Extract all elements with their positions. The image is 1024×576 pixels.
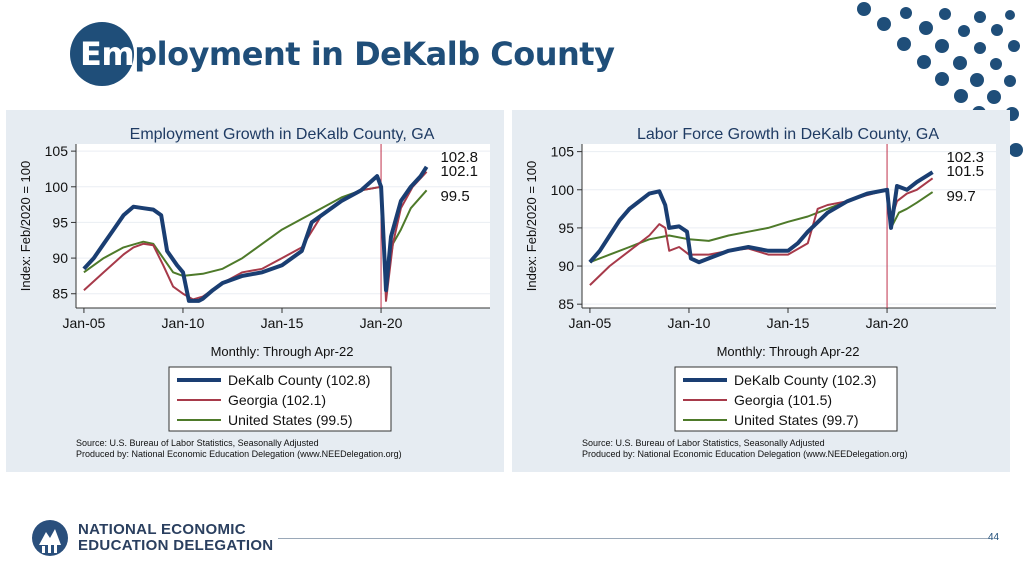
produced-by-note: Produced by: National Economic Education… — [76, 449, 402, 459]
legend: DeKalb County (102.8) Georgia (102.1) Unit… — [168, 366, 392, 432]
employment-chart-panel: 85 90 95 100 105 Jan-05 Jan-10 Jan-15 Jan-20 102.… — [6, 110, 504, 472]
slide-title-em: Em — [80, 35, 135, 73]
series-line-united-states — [589, 188, 934, 264]
x-tick-label: Jan-10 — [668, 315, 711, 331]
y-tick-label: 90 — [52, 250, 68, 266]
y-tick-label: 100 — [551, 182, 575, 198]
title-circle-decoration — [70, 22, 134, 86]
y-axis-label: Index: Feb/2020 = 100 — [524, 161, 539, 291]
x-axis-label: Monthly: Through Apr-22 — [717, 344, 860, 359]
x-tick-label: Jan-20 — [866, 315, 909, 331]
end-value-label: 102.3 — [946, 149, 984, 166]
legend-label: Georgia (102.1) — [228, 392, 326, 408]
produced-by-note: Produced by: National Economic Education… — [582, 449, 908, 459]
end-value-label: 102.8 — [440, 149, 478, 166]
x-tick-label: Jan-05 — [569, 315, 612, 331]
x-tick-label: Jan-15 — [767, 315, 810, 331]
chart-title: Labor Force Growth in DeKalb County, GA — [637, 126, 939, 143]
legend-label: DeKalb County (102.8) — [228, 372, 370, 388]
y-tick-label: 105 — [551, 144, 575, 160]
series-line-dekalb-county — [82, 165, 429, 303]
footer-divider — [278, 538, 990, 539]
x-tick-label: Jan-15 — [261, 315, 304, 331]
chart-svg: 85 90 95 100 105 Jan-05 Jan-10 Jan-15 Jan-20 102.… — [18, 126, 490, 459]
legend: DeKalb County (102.3) Georgia (101.5) Unit… — [674, 366, 898, 432]
end-value-label: 101.5 — [946, 163, 984, 180]
legend-label: United States (99.7) — [734, 412, 859, 428]
end-value-label: 99.5 — [440, 188, 469, 205]
x-tick-label: Jan-05 — [63, 315, 106, 331]
chart-title: Employment Growth in DeKalb County, GA — [130, 126, 435, 143]
page-number: 44 — [988, 532, 1000, 543]
y-tick-label: 85 — [558, 296, 574, 312]
y-tick-label: 95 — [558, 220, 574, 236]
x-tick-label: Jan-20 — [360, 315, 403, 331]
ned-logo-icon — [32, 520, 68, 556]
end-value-label: 102.1 — [440, 163, 478, 180]
x-axis-label: Monthly: Through Apr-22 — [211, 344, 354, 359]
footer-line-2: EDUCATION DELEGATION — [78, 537, 274, 554]
chart-svg: 85 90 95 100 105 Jan-05 Jan-10 Jan-15 Jan-20 102.… — [524, 126, 996, 459]
y-tick-label: 90 — [558, 258, 574, 274]
plot-area — [582, 144, 996, 308]
legend-label: DeKalb County (102.3) — [734, 372, 876, 388]
series-line-dekalb-county — [588, 170, 934, 265]
y-tick-label: 100 — [45, 179, 69, 195]
footer-org-name: NATIONAL ECONOMIC EDUCATION DELEGATION — [78, 522, 273, 554]
plot-area — [76, 144, 490, 308]
slide-title-rest: ployment in DeKalb County — [134, 35, 615, 73]
y-axis-label: Index: Feb/2020 = 100 — [18, 161, 33, 291]
series-line-georgia — [83, 171, 428, 302]
legend-label: Georgia (101.5) — [734, 392, 832, 408]
y-tick-label: 105 — [45, 143, 69, 159]
source-note: Source: U.S. Bureau of Labor Statistics,… — [76, 438, 319, 448]
y-tick-label: 85 — [52, 286, 68, 302]
footer-line-1: NATIONAL ECONOMIC — [78, 521, 246, 538]
x-tick-label: Jan-10 — [162, 315, 205, 331]
y-tick-label: 95 — [52, 214, 68, 230]
labor-force-chart-panel: 85 90 95 100 105 Jan-05 Jan-10 Jan-15 Jan-20 102.… — [512, 110, 1010, 472]
source-note: Source: U.S. Bureau of Labor Statistics,… — [582, 438, 825, 448]
end-value-label: 99.7 — [946, 188, 975, 205]
legend-label: United States (99.5) — [228, 412, 353, 428]
